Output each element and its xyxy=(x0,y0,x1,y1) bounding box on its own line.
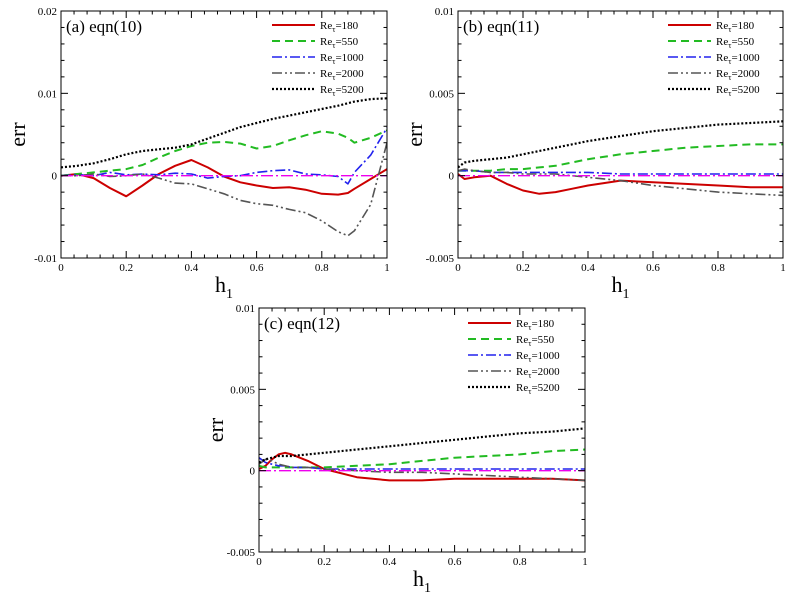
y-tick-label: 0.01 xyxy=(236,303,255,315)
legend-label-0: Reτ=180 xyxy=(716,20,755,34)
legend-label-3: Reτ=2000 xyxy=(320,68,364,82)
legend: Reτ=180 Reτ=550 Reτ=1000 Reτ=2000 Reτ=5200 xyxy=(668,20,760,98)
x-axis-label: h1 xyxy=(215,272,233,302)
legend-label-2: Reτ=1000 xyxy=(516,350,560,364)
y-tick-label: 0 xyxy=(250,466,256,478)
x-tick-label: 0.4 xyxy=(185,262,199,274)
series-line-3 xyxy=(458,168,783,197)
x-tick-label: 0.6 xyxy=(448,556,462,568)
legend: Reτ=180 Reτ=550 Reτ=1000 Reτ=2000 Reτ=5200 xyxy=(468,318,560,396)
x-tick-label: 0.4 xyxy=(581,262,595,274)
x-tick-label: 0 xyxy=(256,556,262,568)
legend-label-1: Reτ=550 xyxy=(320,36,359,50)
x-tick-label: 0.8 xyxy=(315,262,329,274)
y-axis-label: err xyxy=(203,417,228,442)
x-tick-label: 0.6 xyxy=(250,262,264,274)
series-line-3 xyxy=(61,142,387,237)
plot-frame xyxy=(258,307,586,553)
y-tick-label: -0.005 xyxy=(227,547,256,559)
series-line-0 xyxy=(259,451,585,482)
y-tick-label: 0.005 xyxy=(230,384,255,396)
x-axis-label: h1 xyxy=(413,566,431,596)
legend-label-4: Reτ=5200 xyxy=(716,84,760,98)
x-tick-label: 0.2 xyxy=(119,262,133,274)
x-tick-label: 0.4 xyxy=(383,556,397,568)
plot-frame xyxy=(60,10,388,259)
panel-title: (a) eqn(10) xyxy=(66,17,142,36)
series-line-4 xyxy=(61,97,387,169)
series-group xyxy=(458,120,783,197)
legend-label-3: Reτ=2000 xyxy=(516,366,560,380)
series-line-4 xyxy=(458,120,783,169)
x-axis-label: h1 xyxy=(612,272,630,302)
y-tick-label: 0.005 xyxy=(429,88,454,100)
x-tick-label: 1 xyxy=(780,262,786,274)
series-line-1 xyxy=(259,448,585,469)
series-line-0 xyxy=(61,159,387,198)
panel-title: (b) eqn(11) xyxy=(463,17,539,36)
legend-label-0: Reτ=180 xyxy=(516,318,555,332)
series-line-2 xyxy=(259,457,585,470)
x-tick-label: 1 xyxy=(582,556,588,568)
x-tick-label: 0.6 xyxy=(646,262,660,274)
y-tick-label: -0.005 xyxy=(426,253,455,265)
plot-frame xyxy=(457,10,784,259)
x-tick-label: 1 xyxy=(384,262,390,274)
series-line-1 xyxy=(61,129,387,177)
legend-label-2: Reτ=1000 xyxy=(320,52,364,66)
y-tick-label: 0.01 xyxy=(38,88,57,100)
x-tick-label: 0 xyxy=(58,262,64,274)
series-line-3 xyxy=(259,458,585,482)
series-line-1 xyxy=(458,143,783,172)
y-tick-label: 0.01 xyxy=(435,6,454,18)
legend-label-2: Reτ=1000 xyxy=(716,52,760,66)
series-line-2 xyxy=(61,127,387,185)
x-tick-label: 0.8 xyxy=(513,556,527,568)
y-tick-label: -0.01 xyxy=(34,253,57,265)
legend-label-4: Reτ=5200 xyxy=(516,382,560,396)
series-group xyxy=(259,427,585,482)
series-line-0 xyxy=(458,173,783,195)
legend-label-1: Reτ=550 xyxy=(516,334,555,348)
series-line-4 xyxy=(259,427,585,464)
x-tick-label: 0.2 xyxy=(516,262,530,274)
legend-label-1: Reτ=550 xyxy=(716,36,755,50)
y-tick-label: 0 xyxy=(449,171,455,183)
y-axis-label: err xyxy=(402,122,427,147)
legend-label-0: Reτ=180 xyxy=(320,20,359,34)
series-group xyxy=(61,97,387,237)
legend: Reτ=180 Reτ=550 Reτ=1000 Reτ=2000 Reτ=5200 xyxy=(272,20,364,98)
y-tick-label: 0.02 xyxy=(38,6,57,18)
y-axis-label: err xyxy=(5,122,30,147)
x-tick-label: 0.8 xyxy=(711,262,725,274)
panel-title: (c) eqn(12) xyxy=(264,314,340,333)
x-tick-label: 0 xyxy=(455,262,461,274)
legend-label-4: Reτ=5200 xyxy=(320,84,364,98)
x-tick-label: 0.2 xyxy=(317,556,331,568)
legend-label-3: Reτ=2000 xyxy=(716,68,760,82)
y-tick-label: 0 xyxy=(52,171,58,183)
